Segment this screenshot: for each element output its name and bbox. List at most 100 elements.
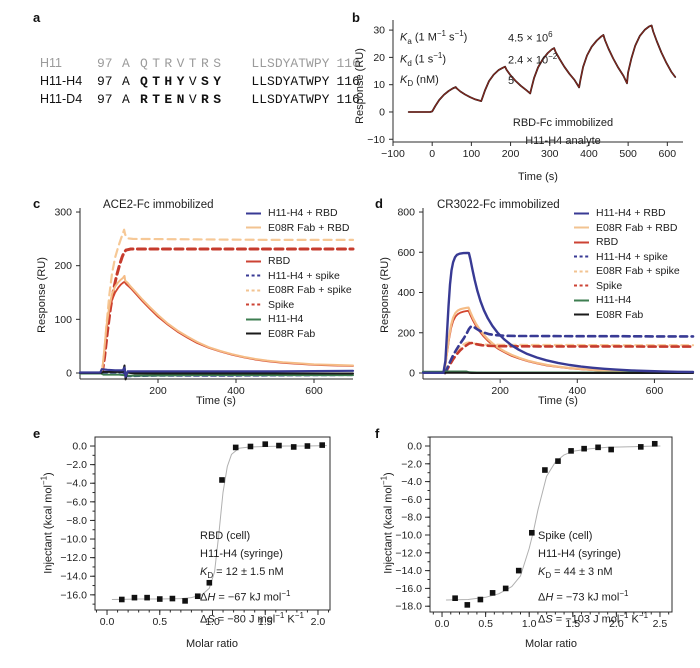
sequence-conserved-region: LLSDYATWPY	[251, 56, 330, 71]
legend-item: RBD	[573, 235, 680, 250]
legend-line-sample	[246, 260, 261, 263]
svg-text:30: 30	[373, 25, 385, 37]
legend-label: RBD	[596, 236, 619, 249]
panel-c-title: ACE2-Fc immobilized	[103, 199, 214, 211]
legend-item: E08R Fab + spike	[245, 283, 352, 298]
legend-item: Spike	[245, 298, 352, 313]
svg-text:2.0: 2.0	[609, 618, 624, 630]
annotation-line: H11-H4 (syringe)	[538, 547, 621, 560]
panel-c: c ACE2-Fc immobilized Response (RU) 200 4…	[28, 192, 368, 418]
svg-text:0.0: 0.0	[407, 440, 422, 452]
svg-text:0: 0	[379, 106, 385, 118]
panel-e-y-axis-title: Injectant (kcal mol−1)	[39, 472, 55, 574]
panel-c-legend: H11-H4 + RBD E08R Fab + RBD RBD H11-H4 + sp…	[245, 206, 352, 341]
svg-text:−2.0: −2.0	[66, 459, 87, 471]
svg-text:200: 200	[491, 385, 509, 397]
sequence-residue: A	[122, 74, 130, 89]
svg-text:600: 600	[397, 247, 415, 259]
svg-text:100: 100	[54, 314, 72, 326]
annotation-line: ΔH = −73 kJ mol−1	[538, 588, 629, 604]
legend-line-sample	[246, 332, 261, 335]
legend-line-sample	[246, 274, 261, 277]
svg-text:1.5: 1.5	[565, 618, 580, 630]
sequence-end: 116	[336, 92, 360, 107]
legend-item: E08R Fab	[245, 327, 352, 342]
legend-item: H11-H4 + RBD	[245, 206, 352, 221]
svg-text:−8.0: −8.0	[401, 512, 422, 524]
legend-line-sample	[574, 226, 589, 229]
note-line: RBD-Fc immobilized	[512, 117, 614, 129]
panel-a-label: a	[33, 10, 41, 25]
legend-label: E08R Fab + spike	[596, 265, 680, 278]
svg-text:2.0: 2.0	[311, 616, 326, 628]
panel-d-y-axis-title: Response (RU)	[379, 257, 391, 333]
sequence-conserved-region: LLSDYATWPY	[251, 92, 330, 107]
panel-a: a H11 97 A QTRVTRS LLSDYATWPY 116 H11-H4 97 A QTH…	[28, 6, 360, 126]
sequence-start: 97	[97, 56, 113, 71]
panel-d-label: d	[375, 196, 383, 211]
sequence-name: H11-D4	[40, 92, 83, 106]
svg-text:0.0: 0.0	[435, 618, 450, 630]
panel-f-label: f	[375, 426, 380, 441]
svg-text:−12.0: −12.0	[60, 552, 87, 564]
svg-text:−10: −10	[367, 134, 385, 146]
legend-label: H11-H4 + spike	[596, 250, 668, 263]
svg-text:0.5: 0.5	[478, 618, 493, 630]
legend-label: E08R Fab	[268, 327, 316, 340]
panel-f-x-axis-title: Molar ratio	[525, 638, 577, 650]
legend-label: Spike	[596, 279, 623, 292]
legend-line-sample	[246, 212, 261, 215]
legend-line-sample	[246, 226, 261, 229]
svg-text:−10.0: −10.0	[60, 534, 87, 546]
svg-text:0.0: 0.0	[72, 441, 87, 453]
legend-label: E08R Fab + RBD	[596, 221, 678, 234]
sequence-conserved-region: LLSDYATWPY	[251, 74, 330, 89]
legend-line-sample	[574, 270, 589, 273]
kinetics-row: KD (nM) 5	[400, 73, 515, 89]
annotation-line: KD = 44 ± 3 nM	[538, 565, 613, 580]
svg-text:1.0: 1.0	[522, 618, 537, 630]
itc-spike-chart: 0.0 0.5 1.0 1.5 2.0 2.5 0.0 −2.0 −4.0 −6.0 −8.0 −10…	[395, 436, 673, 630]
svg-text:−16.0: −16.0	[395, 583, 422, 595]
svg-text:600: 600	[646, 385, 664, 397]
legend-label: H11-H4 + RBD	[596, 207, 666, 220]
svg-text:800: 800	[397, 207, 415, 219]
svg-text:200: 200	[54, 260, 72, 272]
sequence-alignment: H11 97 A QTRVTRS LLSDYATWPY 116 H11-H4 97 A QTHYV…	[40, 54, 360, 108]
svg-text:600: 600	[305, 385, 323, 397]
svg-text:−6.0: −6.0	[66, 496, 87, 508]
svg-text:−16.0: −16.0	[60, 589, 87, 601]
svg-text:−8.0: −8.0	[66, 515, 87, 527]
svg-text:400: 400	[580, 148, 598, 160]
legend-label: RBD	[268, 255, 291, 268]
legend-item: H11-H4 + spike	[245, 269, 352, 284]
annotation-line: ΔH = −67 kJ mol−1	[200, 588, 291, 604]
svg-text:300: 300	[54, 207, 72, 219]
svg-text:400: 400	[397, 287, 415, 299]
sequence-cdr-region: RTENVRS	[140, 92, 226, 107]
svg-text:200: 200	[397, 327, 415, 339]
svg-text:600: 600	[659, 148, 677, 160]
sequence-name: H11-H4	[40, 74, 83, 88]
legend-line-sample	[574, 255, 589, 258]
sequence-residue: A	[122, 92, 130, 107]
svg-text:200: 200	[502, 148, 520, 160]
svg-text:500: 500	[619, 148, 637, 160]
svg-text:0.5: 0.5	[152, 616, 167, 628]
svg-text:10: 10	[373, 79, 385, 91]
legend-label: H11-H4 + RBD	[268, 207, 338, 220]
panel-c-y-axis-title: Response (RU)	[36, 257, 48, 333]
sequence-cdr-region: QTHYVSY	[140, 74, 226, 89]
svg-text:0.0: 0.0	[100, 616, 115, 628]
legend-item: H11-H4 + RBD	[573, 206, 680, 221]
svg-text:400: 400	[569, 385, 587, 397]
sequence-residue: A	[122, 56, 130, 71]
legend-line-sample	[246, 289, 261, 292]
svg-text:400: 400	[227, 385, 245, 397]
sequence-cdr-region: QTRVTRS	[140, 56, 226, 71]
svg-text:0: 0	[409, 368, 415, 380]
svg-text:−10.0: −10.0	[395, 530, 422, 542]
svg-text:−100: −100	[381, 148, 405, 160]
